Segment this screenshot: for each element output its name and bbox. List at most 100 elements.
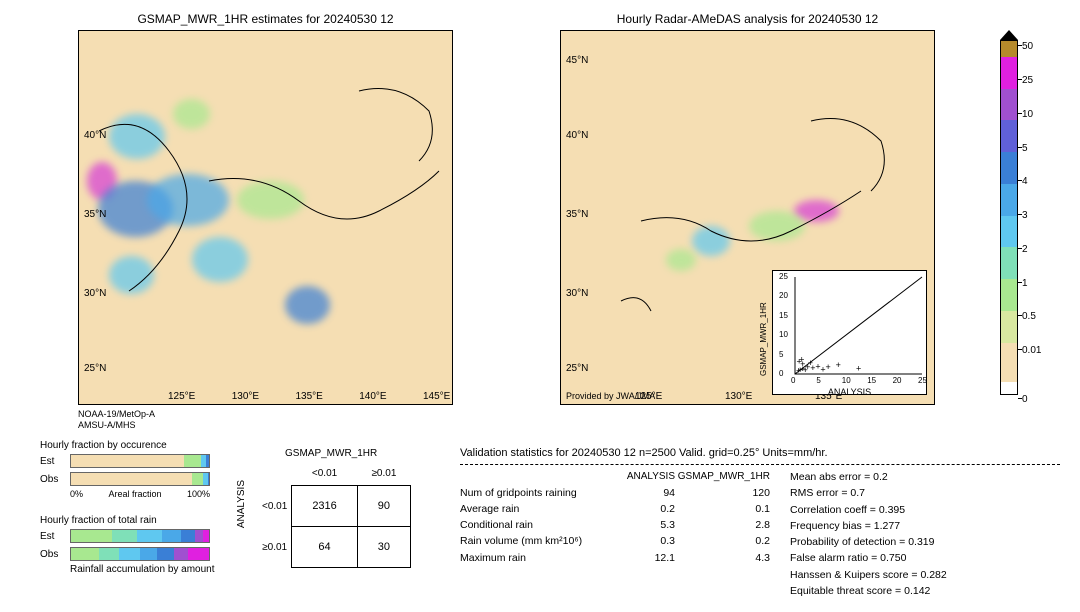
stats-row-label: Num of gridpoints raining xyxy=(460,485,620,501)
stats-metric: Mean abs error = 0.2 xyxy=(790,469,947,485)
colorbar-seg xyxy=(1001,152,1017,184)
stats-row: Conditional rain5.32.8 xyxy=(460,517,770,533)
stats-row-val: 0.3 xyxy=(620,533,675,549)
left-map-ytick: 40°N xyxy=(84,130,106,141)
right-map-ytick: 40°N xyxy=(566,130,588,141)
scatter-xtick: 20 xyxy=(893,376,902,385)
occurrence-bars-axis: 0%Areal fraction100% xyxy=(70,489,210,499)
stats-metric: Hanssen & Kuipers score = 0.282 xyxy=(790,567,947,583)
colorbar-tick: 3 xyxy=(1022,210,1028,221)
right-map-ytick: 35°N xyxy=(566,209,588,220)
stats-block: Validation statistics for 20240530 12 n=… xyxy=(460,445,1060,599)
totalrain-bars-seg xyxy=(71,548,99,560)
ct-title: GSMAP_MWR_1HR xyxy=(285,448,377,459)
colorbar-arrow-bottom xyxy=(1000,395,1018,405)
stats-row-val: 94 xyxy=(620,485,675,501)
left-map-ytick: 30°N xyxy=(84,288,106,299)
stats-row-label: Rain volume (mm km²10⁶) xyxy=(460,533,620,549)
occurrence-bars-seg xyxy=(208,473,209,485)
stats-header: Validation statistics for 20240530 12 n=… xyxy=(460,445,1060,462)
stats-left-col: ANALYSISGSMAP_MWR_1HR Num of gridpoints r… xyxy=(460,469,770,599)
left-map-xtick: 135°E xyxy=(296,391,323,402)
occurrence-bars-bar xyxy=(70,472,210,486)
stats-row-val: 0.2 xyxy=(620,501,675,517)
occurrence-bars-row-label: Obs xyxy=(40,474,70,485)
scatter-ylabel: GSMAP_MWR_1HR xyxy=(759,281,768,376)
scatter-xtick: 5 xyxy=(816,376,820,385)
stats-row-label: Average rain xyxy=(460,501,620,517)
colorbar-tick: 0.5 xyxy=(1022,311,1036,322)
scatter-ytick: 0 xyxy=(779,369,783,378)
colorbar-tick: 10 xyxy=(1022,109,1033,120)
colorbar-seg xyxy=(1001,120,1017,152)
svg-text:+: + xyxy=(856,364,861,374)
stats-metric: False alarm ratio = 0.750 xyxy=(790,550,947,566)
totalrain-bars-seg xyxy=(140,548,157,560)
stats-row: Maximum rain12.14.3 xyxy=(460,550,770,566)
left-map xyxy=(78,30,453,405)
stats-right-col: Mean abs error = 0.2RMS error = 0.7Corre… xyxy=(790,469,947,599)
occurrence-bars-seg xyxy=(206,455,209,467)
left-map-title: GSMAP_MWR_1HR estimates for 20240530 12 xyxy=(78,12,453,26)
stats-row-val: 2.8 xyxy=(675,517,770,533)
right-map-ytick: 30°N xyxy=(566,288,588,299)
ct-col-hdr: ≥0.01 xyxy=(357,462,410,486)
left-map-ytick: 35°N xyxy=(84,209,106,220)
colorbar-seg xyxy=(1001,89,1017,121)
stats-row-label: Conditional rain xyxy=(460,517,620,533)
totalrain-bars-bar xyxy=(70,547,210,561)
svg-text:+: + xyxy=(836,360,841,370)
totalrain-bars-seg xyxy=(137,530,162,542)
occurrence-bars-row: Est xyxy=(40,453,220,469)
left-map-xtick: 140°E xyxy=(359,391,386,402)
occurrence-bars-bar xyxy=(70,454,210,468)
left-map-xtick: 145°E xyxy=(423,391,450,402)
contingency-table: <0.01≥0.01<0.01231690≥0.016430 xyxy=(258,462,411,568)
totalrain-bars-title: Hourly fraction of total rain xyxy=(40,515,220,526)
stats-metric: RMS error = 0.7 xyxy=(790,485,947,501)
svg-text:+: + xyxy=(796,366,801,376)
stats-metric: Frequency bias = 1.277 xyxy=(790,518,947,534)
totalrain-bars-seg xyxy=(203,530,209,542)
stats-metric: Correlation coeff = 0.395 xyxy=(790,502,947,518)
totalrain-bars: Hourly fraction of total rainEstObsRainf… xyxy=(40,513,220,577)
right-map-ytick: 25°N xyxy=(566,363,588,374)
scatter-ytick: 15 xyxy=(779,311,788,320)
scatter-xlabel: ANALYSIS xyxy=(773,387,926,397)
stats-divider xyxy=(460,464,1060,465)
ct-col-hdr: <0.01 xyxy=(292,462,357,486)
stats-col-hdr: GSMAP_MWR_1HR xyxy=(675,469,770,485)
totalrain-bars-bar xyxy=(70,529,210,543)
stats-metric: Equitable threat score = 0.142 xyxy=(790,583,947,599)
scatter-xtick: 15 xyxy=(867,376,876,385)
colorbar-seg xyxy=(1001,41,1017,57)
occurrence-bars-row-label: Est xyxy=(40,456,70,467)
stats-row-val: 120 xyxy=(675,485,770,501)
ct-cell: 2316 xyxy=(292,486,357,527)
provided-by: Provided by JWA/JMA xyxy=(566,391,655,401)
colorbar-tick: 5 xyxy=(1022,143,1028,154)
svg-text:+: + xyxy=(808,358,813,368)
stats-row-label: Maximum rain xyxy=(460,550,620,566)
occurrence-bars-row: Obs xyxy=(40,471,220,487)
totalrain-bars-seg xyxy=(71,530,112,542)
scatter-xtick: 10 xyxy=(842,376,851,385)
occurrence-bars-seg xyxy=(192,473,203,485)
stats-metric: Probability of detection = 0.319 xyxy=(790,534,947,550)
occurrence-bars-seg xyxy=(184,455,201,467)
stats-col-hdr: ANALYSIS xyxy=(620,469,675,485)
colorbar-tick: 1 xyxy=(1022,278,1028,289)
stats-row-val: 5.3 xyxy=(620,517,675,533)
totalrain-bars-row: Obs xyxy=(40,546,220,562)
colorbar-seg xyxy=(1001,216,1017,248)
stats-row-val: 0.1 xyxy=(675,501,770,517)
occurrence-bars-title: Hourly fraction by occurence xyxy=(40,440,220,451)
colorbar-seg xyxy=(1001,311,1017,343)
occurrence-bars: Hourly fraction by occurence Est Obs0%Area… xyxy=(40,438,220,499)
svg-text:+: + xyxy=(825,362,830,372)
totalrain-bars-seg xyxy=(157,548,175,560)
stats-row-val: 12.1 xyxy=(620,550,675,566)
totalrain-bars-seg xyxy=(162,530,181,542)
colorbar-tick: 0.01 xyxy=(1022,345,1041,356)
scatter-xtick: 0 xyxy=(791,376,795,385)
